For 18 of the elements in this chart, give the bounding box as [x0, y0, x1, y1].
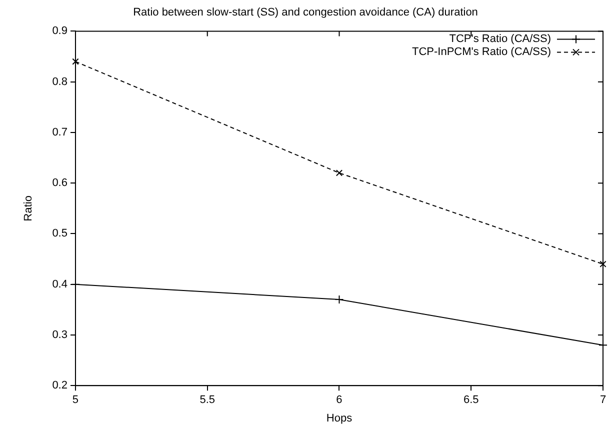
y-tick-label: 0.4	[52, 278, 68, 290]
y-axis-title: Ratio	[22, 196, 35, 222]
x-tick-label: 5	[72, 394, 79, 406]
legend-label: TCP-InPCM's Ratio (CA/SS)	[412, 46, 551, 58]
chart-title: Ratio between slow-start (SS) and congestion avoidance (CA) duration	[133, 6, 478, 19]
legend-label: TCP's Ratio (CA/SS)	[449, 33, 551, 46]
y-tick-label: 0.2	[52, 380, 68, 392]
y-tick-label: 0.5	[52, 228, 68, 240]
x-tick-label: 7	[600, 394, 606, 406]
x-tick-label: 6.5	[463, 394, 479, 406]
x-axis-title: Hops	[326, 412, 353, 424]
y-tick-label: 0.3	[52, 329, 68, 342]
y-tick-label: 0.8	[52, 76, 68, 88]
y-tick-label: 0.7	[52, 126, 68, 138]
y-tick-label: 0.6	[52, 177, 68, 190]
y-tick-label: 0.9	[52, 25, 68, 38]
x-tick-label: 6	[336, 394, 342, 406]
x-tick-label: 5.5	[200, 394, 216, 406]
